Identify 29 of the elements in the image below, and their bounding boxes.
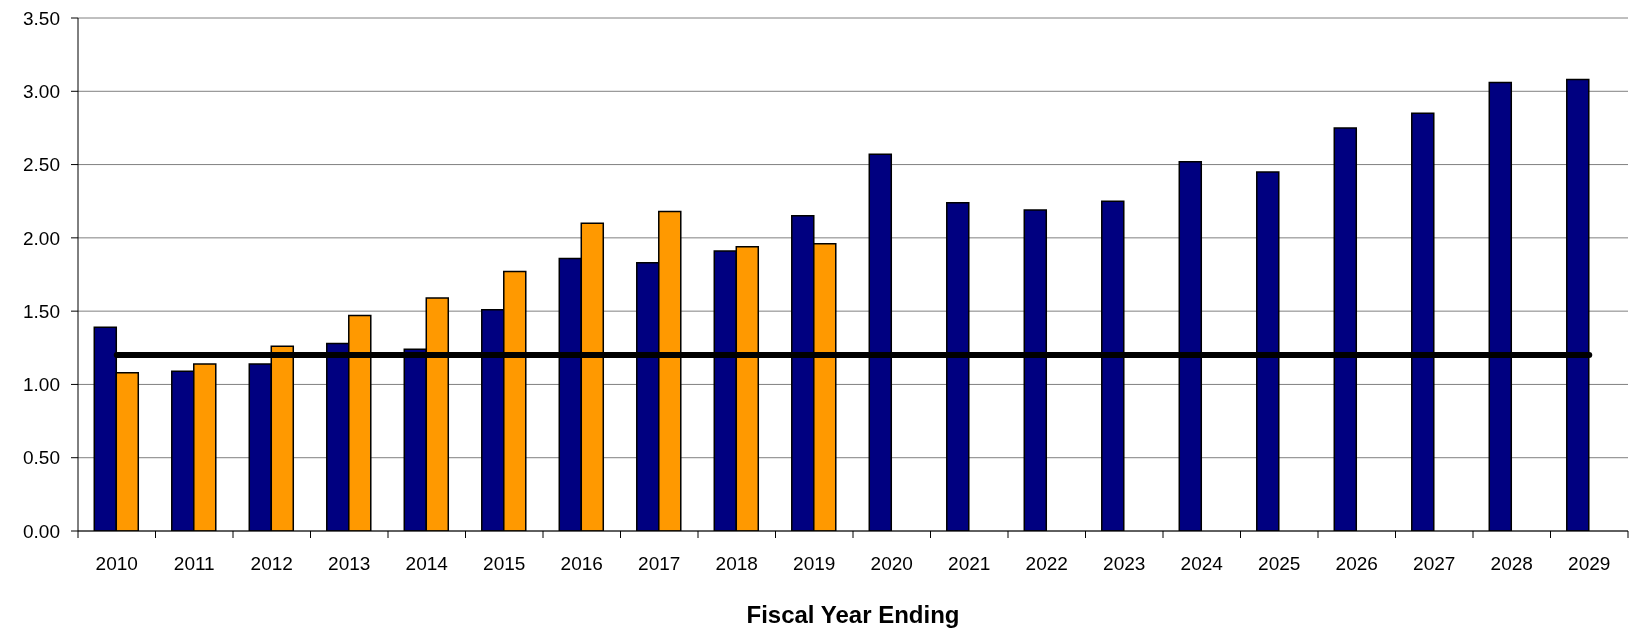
x-tick-label: 2023 (1103, 553, 1146, 574)
x-tick-label: 2015 (483, 553, 526, 574)
y-tick-label: 2.00 (23, 227, 60, 249)
y-tick-label: 3.50 (23, 7, 60, 29)
x-axis-title: Fiscal Year Ending (746, 601, 960, 628)
y-tick-label: 2.50 (23, 154, 60, 176)
y-tick-label: 0.00 (23, 520, 60, 542)
x-tick-label: 2028 (1490, 553, 1533, 574)
x-tick-label: 2017 (638, 553, 681, 574)
x-tick-label: 2016 (560, 553, 603, 574)
x-tick-label: 2020 (870, 553, 913, 574)
x-tick-label: 2029 (1568, 553, 1611, 574)
x-tick-label: 2013 (328, 553, 371, 574)
x-tick-label: 2021 (948, 553, 991, 574)
y-tick-label: 1.00 (23, 374, 60, 396)
x-tick-label: 2019 (793, 553, 836, 574)
y-tick-label: 3.00 (23, 81, 60, 103)
x-tick-label: 2010 (95, 553, 138, 574)
x-tick-label: 2022 (1025, 553, 1068, 574)
x-tick-label: 2026 (1335, 553, 1378, 574)
y-tick-label: 0.50 (23, 447, 60, 469)
x-tick-label: 2014 (405, 553, 449, 574)
x-tick-label: 2018 (715, 553, 758, 574)
x-tick-label: 2025 (1258, 553, 1301, 574)
y-tick-label: 1.50 (23, 300, 60, 322)
x-tick-label: 2011 (173, 553, 215, 574)
x-tick-label: 2012 (250, 553, 293, 574)
x-tick-label: 2024 (1180, 553, 1224, 574)
x-tick-label: 2027 (1413, 553, 1456, 574)
